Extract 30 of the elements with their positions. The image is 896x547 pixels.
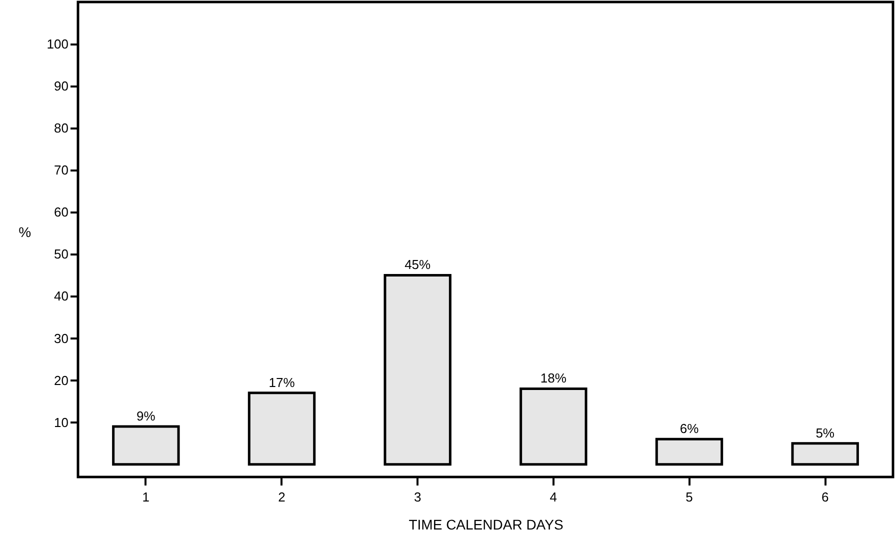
y-tick-label: 60 — [54, 204, 68, 220]
y-tick-label: 80 — [54, 120, 68, 136]
y-tick-label: 10 — [54, 414, 68, 430]
x-tick-label: 6 — [821, 490, 829, 504]
y-axis-title: % — [18, 224, 32, 240]
x-tick-label: 3 — [414, 490, 422, 504]
y-tick-label: 40 — [54, 288, 68, 304]
data-label: 5% — [816, 425, 835, 440]
data-label: 17% — [268, 374, 296, 390]
x-tick-label: 4 — [550, 490, 558, 504]
bar — [520, 387, 588, 466]
x-axis-title: TIME CALENDAR DAYS — [408, 516, 564, 532]
y-tick-label: 30 — [54, 330, 68, 346]
data-label: 18% — [540, 370, 567, 386]
y-tick-label: 90 — [54, 78, 68, 94]
x-tick-label: 5 — [686, 490, 693, 504]
y-tick-label: 70 — [54, 162, 68, 178]
data-label: 9% — [136, 408, 156, 424]
bar — [791, 442, 859, 466]
bar — [112, 425, 180, 466]
y-tick-label: 100 — [46, 36, 68, 52]
y-tick-label: 50 — [54, 246, 68, 262]
data-label: 6% — [680, 421, 700, 436]
x-tick-label: 1 — [142, 490, 150, 504]
bar — [655, 438, 724, 466]
y-tick-label: 20 — [54, 372, 68, 388]
bar — [384, 274, 452, 466]
data-label: 45% — [404, 257, 432, 272]
x-tick-label: 2 — [278, 490, 286, 504]
bar — [248, 392, 316, 466]
